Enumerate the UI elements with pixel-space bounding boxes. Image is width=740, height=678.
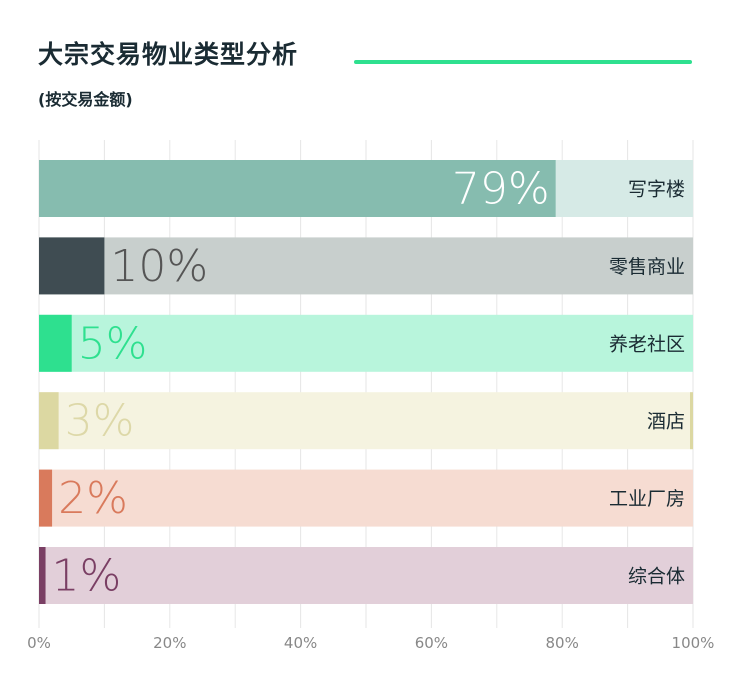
category-label: 工业厂房 — [609, 488, 685, 510]
category-label: 写字楼 — [628, 179, 685, 201]
category-label: 零售商业 — [609, 256, 685, 278]
bar-track — [39, 392, 693, 450]
bar-value-label: 1% — [52, 551, 122, 602]
bar-value-label: 10% — [110, 241, 208, 292]
category-label: 综合体 — [628, 566, 685, 588]
x-tick-label: 20% — [153, 634, 186, 652]
bar-value-label: 5% — [78, 318, 148, 369]
x-tick-label: 0% — [27, 634, 51, 652]
page-subtitle: (按交易金额) — [38, 90, 133, 109]
bar — [39, 314, 72, 372]
x-tick-label: 60% — [415, 634, 448, 652]
bar — [39, 469, 53, 527]
bar-end-marker — [690, 392, 693, 450]
x-tick-label: 80% — [546, 634, 579, 652]
bar — [39, 392, 59, 450]
bar-track — [39, 237, 693, 295]
category-label: 酒店 — [647, 411, 685, 433]
bar-value-label: 3% — [65, 396, 135, 447]
x-tick-label: 100% — [672, 634, 715, 652]
bar-track — [39, 314, 693, 372]
title-accent-line — [354, 60, 692, 64]
bar — [39, 237, 105, 295]
bar-track — [39, 547, 693, 604]
x-tick-label: 40% — [284, 634, 317, 652]
bar-track — [39, 469, 693, 527]
bar-value-label: 2% — [58, 473, 128, 524]
page-title: 大宗交易物业类型分析 — [38, 40, 299, 69]
bar-value-label: 79% — [452, 164, 550, 215]
bar — [39, 160, 556, 217]
bar — [39, 547, 46, 604]
category-label: 养老社区 — [609, 333, 685, 355]
